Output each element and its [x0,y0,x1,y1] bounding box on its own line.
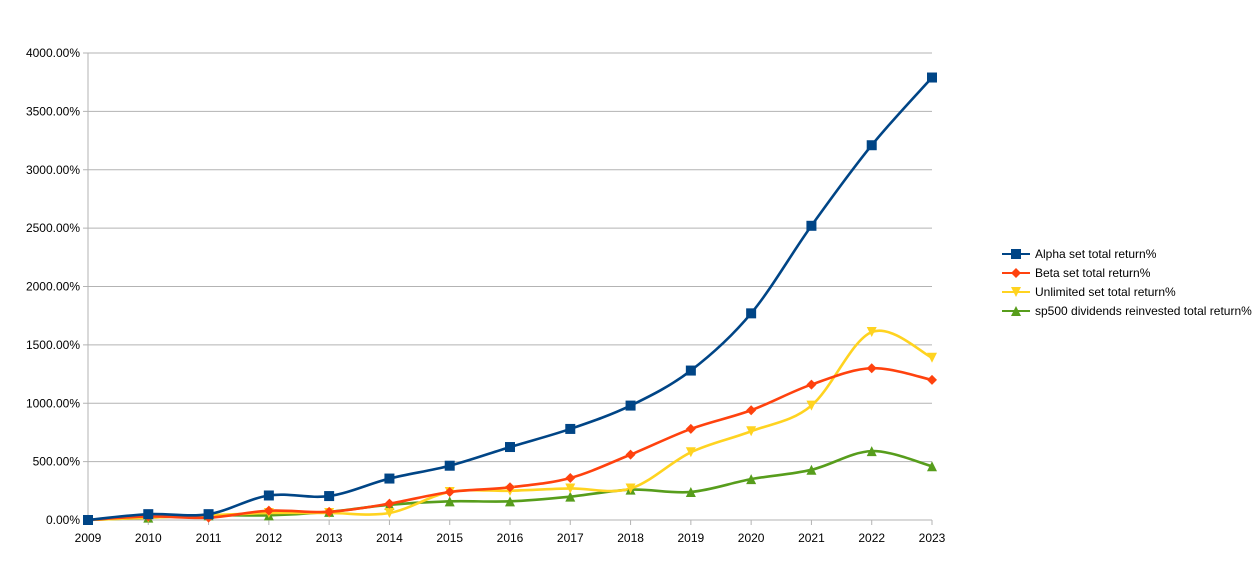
alpha-data-point [324,491,335,502]
series-markers [83,72,937,525]
axes: 0.00% 500.00% 1000.00% 1500.00% 2000.00% 2500… [26,46,946,545]
x-tick-label: 2022 [858,531,885,545]
x-tick-label: 2023 [919,531,946,545]
x-tick-label: 2010 [135,531,162,545]
alpha-data-point [927,72,937,83]
beta-data-point [444,486,455,497]
alpha-data-point [866,140,877,151]
unlimited-data-point [806,400,817,411]
sp500-data-point [746,474,757,485]
sp500-legend-marker [1011,306,1021,316]
beta-data-point [685,423,696,434]
alpha-legend-label: Alpha set total return% [1035,247,1157,261]
y-tick-label: 1500.00% [26,338,80,352]
x-tick-label: 2011 [196,531,222,545]
unlimited-data-point [384,507,395,518]
y-tick-label: 2500.00% [26,221,80,235]
alpha-data-point [444,460,455,471]
grid-lines [88,52,932,521]
alpha-data-point [746,308,757,319]
x-tick-label: 2018 [617,531,644,545]
alpha-data-point [263,490,274,501]
y-tick-label: 0.00% [46,513,80,527]
beta-data-point [384,498,395,509]
y-tick-label: 3000.00% [26,163,80,177]
unlimited-data-point [685,447,696,458]
series-lines [86,76,934,522]
sp500-data-point [565,491,576,502]
beta-data-point [806,379,817,390]
alpha-series-line [86,76,934,522]
beta-legend-marker [1011,268,1021,278]
x-tick-label: 2020 [738,531,765,545]
alpha-data-point [806,220,817,231]
unlimited-legend-label: Unlimited set total return% [1035,285,1176,299]
beta-data-point [324,506,335,517]
alpha-data-point [83,515,93,525]
sp500-data-point [866,446,877,457]
beta-data-point [866,363,877,374]
beta-data-point [625,449,636,460]
beta-data-point [927,374,937,385]
x-tick-label: 2014 [376,531,403,545]
alpha-data-point [625,400,636,411]
unlimited-data-point [866,327,877,338]
beta-legend-label: Beta set total return% [1035,266,1151,280]
x-tick-label: 2012 [256,531,283,545]
alpha-data-point [685,365,696,376]
x-tick-label: 2013 [316,531,343,545]
beta-data-point [505,482,515,493]
x-tick-label: 2015 [436,531,463,545]
sp500-data-point [806,464,817,475]
alpha-data-point [203,509,214,520]
sp500-data-point [505,496,515,507]
y-tick-label: 4000.00% [26,46,80,60]
y-tick-label: 3500.00% [26,104,80,118]
alpha-data-point [505,442,515,453]
legend: Alpha set total return% Beta set total re… [1002,247,1252,318]
alpha-legend-marker [1011,249,1021,259]
unlimited-data-point [746,426,757,437]
unlimited-data-point [565,483,576,494]
y-tick-label: 2000.00% [26,280,80,294]
beta-data-point [263,505,274,516]
y-tick-label: 500.00% [33,455,81,469]
x-tick-label: 2017 [557,531,584,545]
alpha-data-point [143,509,154,520]
y-tick-label: 1000.00% [26,396,80,410]
x-tick-label: 2021 [798,531,825,545]
alpha-data-point [384,473,395,484]
x-tick-label: 2009 [75,531,102,545]
sp500-data-point [927,461,937,472]
sp500-data-point [685,486,696,497]
sp500-legend-label: sp500 dividends reinvested total return% [1035,304,1252,318]
unlimited-data-point [927,352,937,363]
beta-data-point [746,405,757,416]
alpha-data-point [565,423,576,434]
sp500-data-point [444,496,455,507]
unlimited-data-point [625,483,636,494]
beta-data-point [565,472,576,483]
unlimited-legend-marker [1011,287,1021,297]
x-tick-label: 2016 [497,531,524,545]
x-tick-label: 2019 [678,531,705,545]
